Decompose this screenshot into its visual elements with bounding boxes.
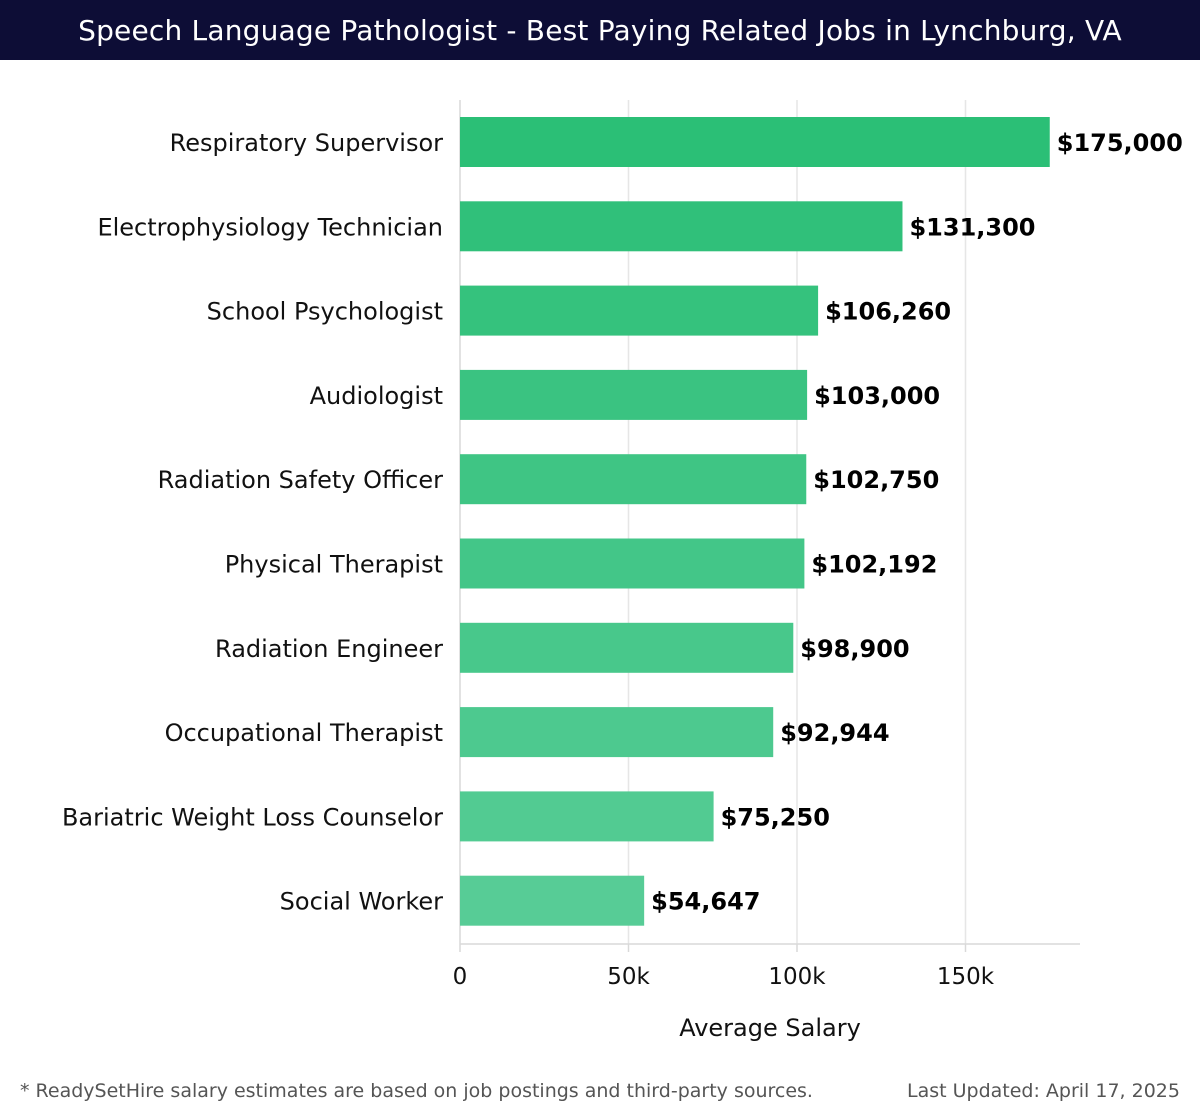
bar: [460, 117, 1050, 167]
category-label: Occupational Therapist: [165, 719, 443, 747]
value-label: $54,647: [651, 888, 760, 916]
value-label: $75,250: [721, 803, 830, 831]
value-label: $131,300: [909, 213, 1035, 241]
category-label: Social Worker: [280, 888, 443, 916]
value-label: $92,944: [780, 719, 889, 747]
bar: [460, 538, 805, 589]
category-label: Physical Therapist: [225, 551, 443, 579]
category-label: Radiation Safety Officer: [158, 466, 444, 494]
category-label: School Psychologist: [207, 298, 443, 326]
value-label: $102,750: [813, 466, 939, 494]
category-label: Respiratory Supervisor: [170, 129, 444, 157]
value-label: $98,900: [800, 635, 909, 663]
bar: [460, 875, 645, 926]
bar: [460, 707, 774, 758]
category-label: Radiation Engineer: [215, 635, 443, 663]
x-tick-label: 0: [453, 964, 468, 990]
value-label: $175,000: [1057, 129, 1183, 157]
bar: [460, 201, 903, 252]
x-tick-label: 150k: [937, 964, 995, 990]
category-label: Bariatric Weight Loss Counselor: [62, 803, 443, 831]
x-tick-label: 100k: [768, 964, 826, 990]
value-label: $106,260: [825, 298, 951, 326]
bar: [460, 622, 794, 673]
footnote: * ReadySetHire salary estimates are base…: [20, 1080, 813, 1102]
bar-chart: 0 50k 100k 150k Average Salary Respiratory Su…: [62, 100, 1183, 1042]
value-label: $102,192: [811, 551, 937, 579]
bar: [460, 454, 807, 505]
bar: [460, 369, 808, 420]
x-tick-label: 50k: [607, 964, 650, 990]
chart-title: Speech Language Pathologist - Best Payin…: [0, 0, 1200, 60]
x-axis-label: Average Salary: [679, 1014, 861, 1042]
category-label: Electrophysiology Technician: [97, 213, 443, 241]
bar: [460, 285, 819, 336]
value-label: $103,000: [814, 382, 940, 410]
category-label: Audiologist: [310, 382, 443, 410]
last-updated: Last Updated: April 17, 2025: [906, 1080, 1180, 1102]
bar: [460, 791, 714, 842]
